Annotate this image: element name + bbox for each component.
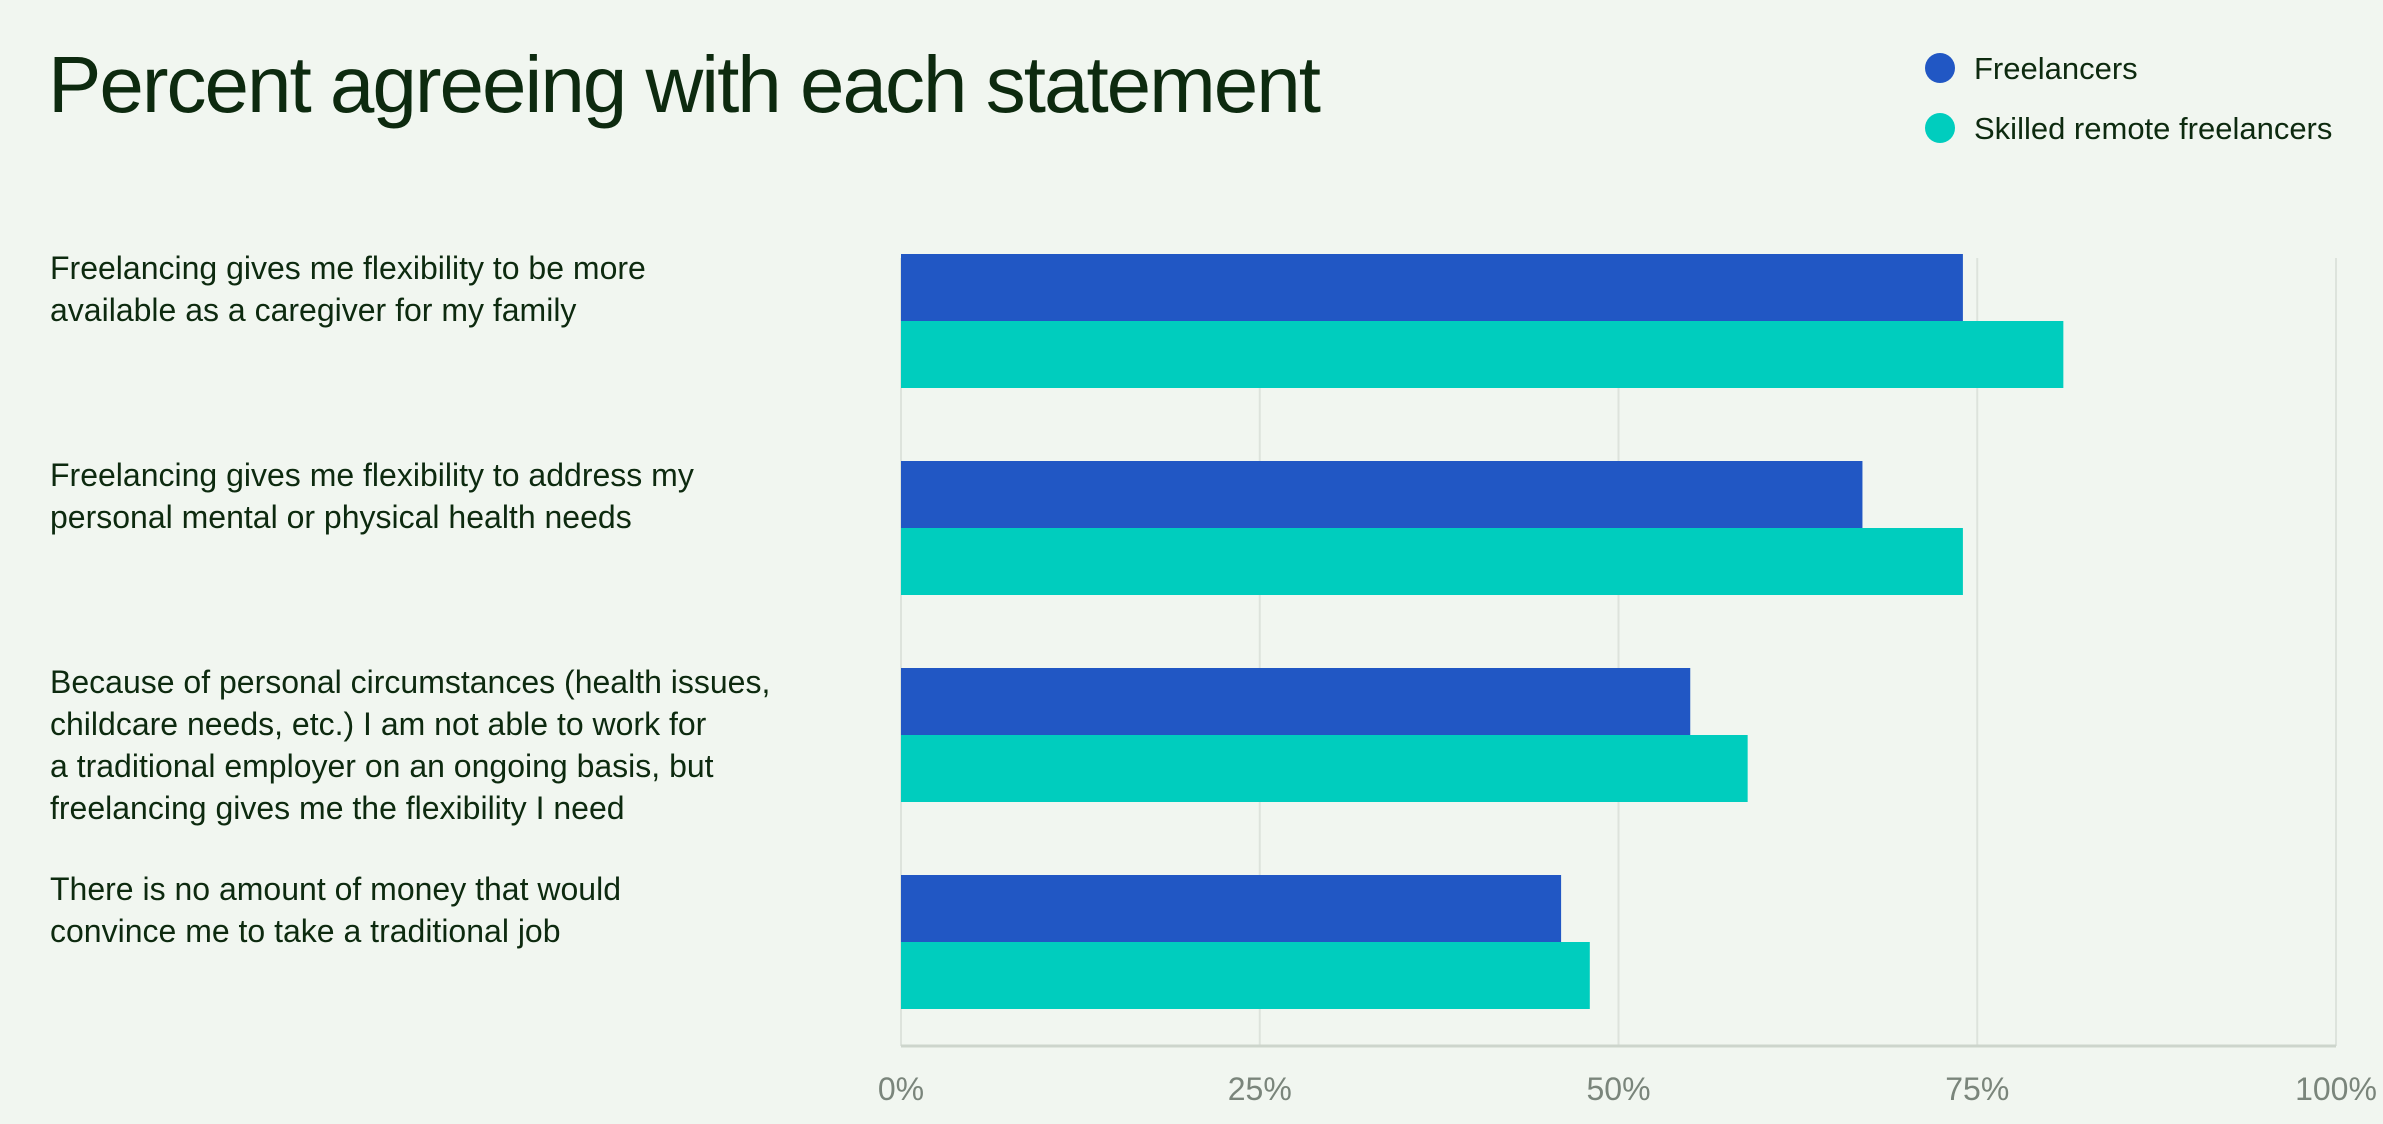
gridlines [900,258,2337,1048]
category-label-line: convince me to take a traditional job [50,913,561,949]
x-tick-label: 25% [1228,1071,1292,1107]
chart-title: Percent agreeing with each statement [48,40,1321,129]
bar-freelancers [901,461,1863,528]
category-label: Because of personal circumstances (healt… [50,664,770,826]
x-tick-label: 100% [2295,1071,2377,1107]
legend-marker-icon [1925,113,1955,143]
category-label-line: Because of personal circumstances (healt… [50,664,770,700]
category-label-line: There is no amount of money that would [50,871,621,907]
bars [901,254,2064,1009]
x-tick-label: 75% [1945,1071,2009,1107]
category-label: Freelancing gives me flexibility to addr… [50,457,694,535]
bar-freelancers [901,875,1562,942]
category-label-line: childcare needs, etc.) I am not able to … [50,706,707,742]
legend-label: Freelancers [1974,51,2138,86]
legend-marker-icon [1925,53,1955,83]
category-label-line: a traditional employer on an ongoing bas… [50,748,714,784]
bar-freelancers [901,254,1963,321]
bar-skilled-remote-freelancers [901,321,2064,388]
x-tick-label: 50% [1586,1071,1650,1107]
bar-skilled-remote-freelancers [901,735,1748,802]
category-label-line: Freelancing gives me flexibility to addr… [50,457,694,493]
category-label-line: personal mental or physical health needs [50,499,632,535]
x-tick-label: 0% [878,1071,924,1107]
category-label-line: freelancing gives me the flexibility I n… [50,790,625,826]
bar-skilled-remote-freelancers [901,528,1963,595]
category-label: Freelancing gives me flexibility to be m… [50,250,646,328]
x-axis-ticks: 0% 25% 50% 75% 100% [878,1071,2377,1107]
category-labels: Freelancing gives me flexibility to be m… [50,250,770,949]
category-label: There is no amount of money that would co… [50,871,621,949]
category-label-line: Freelancing gives me flexibility to be m… [50,250,646,286]
legend: Freelancers Skilled remote freelancers [1925,51,2332,146]
bar-freelancers [901,668,1691,735]
legend-label: Skilled remote freelancers [1974,111,2332,146]
category-label-line: available as a caregiver for my family [50,292,576,328]
bar-skilled-remote-freelancers [901,942,1590,1009]
